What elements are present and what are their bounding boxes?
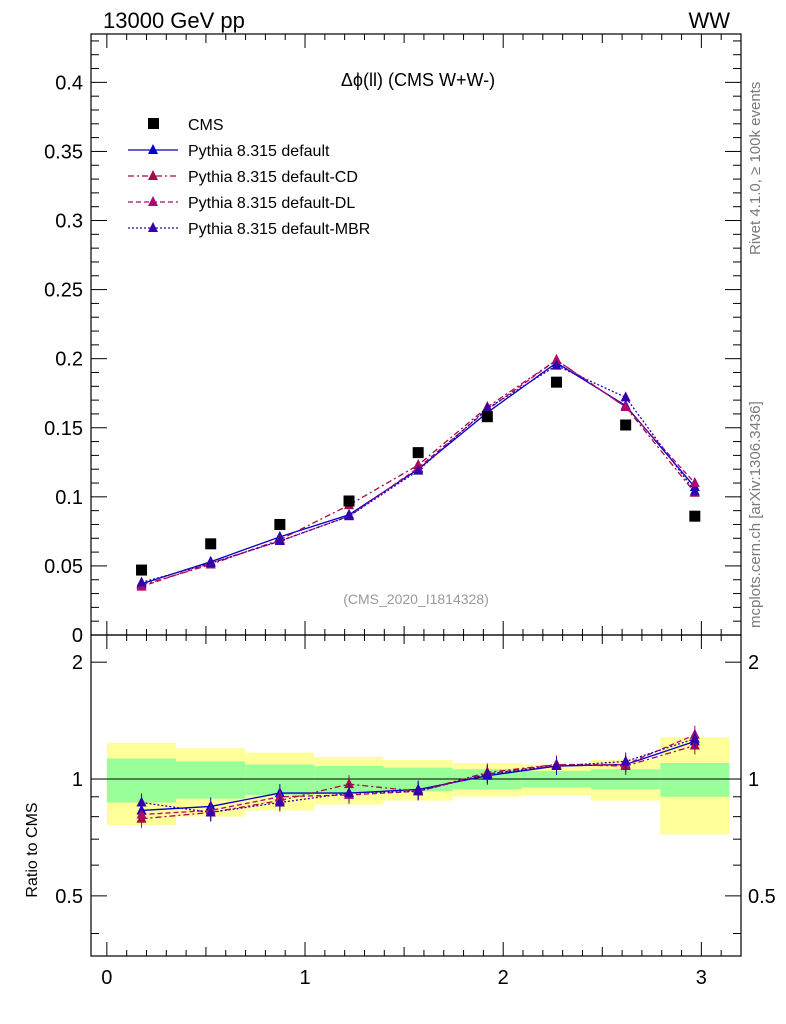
legend-label-cd: Pythia 8.315 default-CD (188, 169, 358, 186)
series-point-3 (205, 557, 216, 568)
legend-label-default: Pythia 8.315 default (188, 143, 330, 160)
series-point-3 (274, 535, 285, 546)
y-tick-label: 0.2 (55, 349, 83, 371)
data-point (136, 564, 148, 576)
ratio-point-3 (274, 796, 285, 807)
ratio-frame (90, 634, 742, 957)
series-point-2 (620, 401, 631, 412)
legend-marker-dl (148, 196, 158, 206)
series-point-3 (551, 359, 562, 370)
ratio-tick-label-left: 2 (72, 652, 83, 674)
ratio-band-inner (176, 761, 246, 799)
x-tick-label: 3 (696, 967, 707, 989)
watermark: (CMS_2020_I1814328) (343, 591, 489, 607)
y-tick-label: 0.1 (55, 487, 83, 509)
ratio-tick-label-right: 2 (748, 652, 759, 674)
legend-label-mbr: Pythia 8.315 default-MBR (188, 221, 370, 238)
ratio-uncertainty-bands (91, 737, 741, 835)
ratio-line-2 (141, 734, 696, 816)
series-point-3 (482, 402, 493, 413)
series-point-3 (344, 510, 355, 521)
series-point-3 (413, 464, 424, 475)
series-line-1 (141, 359, 696, 586)
series-point-2 (689, 477, 700, 488)
series-layer (136, 354, 701, 591)
ratio-tick-label-right: 1 (748, 769, 759, 791)
ratio-point-2 (136, 808, 147, 819)
axes-layer: 0 1 2 3 0 0.05 0.1 0.15 0.2 0.25 0.3 0.35 0.4 0.5 0.5 1… (44, 33, 776, 989)
legend-label-dl: Pythia 8.315 default-DL (188, 195, 355, 212)
data-point (343, 495, 355, 507)
legend-marker-default (148, 144, 158, 154)
series-point-3 (620, 391, 631, 402)
ratio-tick-label-left: 1 (72, 769, 83, 791)
ratio-point-3 (689, 732, 700, 743)
legend-marker-cms (148, 118, 159, 129)
legend-marker-cd (148, 170, 158, 180)
ratio-point-3 (344, 787, 355, 798)
ratio-layer (136, 725, 700, 828)
header-right: WW (688, 8, 730, 33)
x-tick-label: 0 (101, 967, 112, 989)
series-point-2 (551, 354, 562, 365)
ratio-point-3 (620, 755, 631, 766)
y-tick-label: 0.05 (44, 556, 83, 578)
data-point (412, 447, 424, 459)
legend-marker-mbr (148, 222, 158, 232)
data-point (481, 411, 493, 423)
series-point-3 (136, 576, 147, 587)
x-tick-label: 2 (498, 967, 509, 989)
data-point (205, 538, 217, 550)
ratio-point-3 (482, 768, 493, 779)
header-left: 13000 GeV pp (103, 8, 245, 33)
ratio-band-inner (660, 762, 730, 797)
legend-label-cms: CMS (188, 117, 224, 134)
ratio-tick-label-left: 0.5 (55, 886, 83, 908)
ratio-point-3 (413, 785, 424, 796)
mcplots-label: mcplots.cern.ch [arXiv:1306.3436] (747, 401, 764, 628)
x-tick-label: 1 (299, 967, 310, 989)
y-tick-label: 0.15 (44, 418, 83, 440)
chart-title: Δϕ(ll) (CMS W+W-) (341, 70, 495, 90)
y-tick-label: 0.35 (44, 141, 83, 163)
ratio-point-1 (344, 778, 355, 789)
y-tick-label: 0.3 (55, 211, 83, 233)
y-tick-label: 0 (72, 625, 83, 647)
data-point (274, 518, 286, 530)
series-point-3 (689, 485, 700, 496)
ratio-point-3 (136, 796, 147, 807)
ratio-line-3 (141, 738, 696, 814)
legend: CMS Pythia 8.315 default Pythia 8.315 de… (128, 117, 370, 238)
rivet-label: Rivet 4.1.0, ≥ 100k events (747, 82, 764, 255)
ratio-point-3 (205, 806, 216, 817)
ratio-point-3 (551, 760, 562, 771)
data-point (689, 510, 701, 522)
y-tick-label: 0.4 (55, 72, 83, 94)
y-tick-label: 0.25 (44, 280, 83, 302)
data-point (551, 376, 563, 388)
ratio-tick-label-right: 0.5 (748, 886, 776, 908)
ratio-ylabel: Ratio to CMS (24, 802, 41, 897)
data-point (620, 419, 632, 431)
